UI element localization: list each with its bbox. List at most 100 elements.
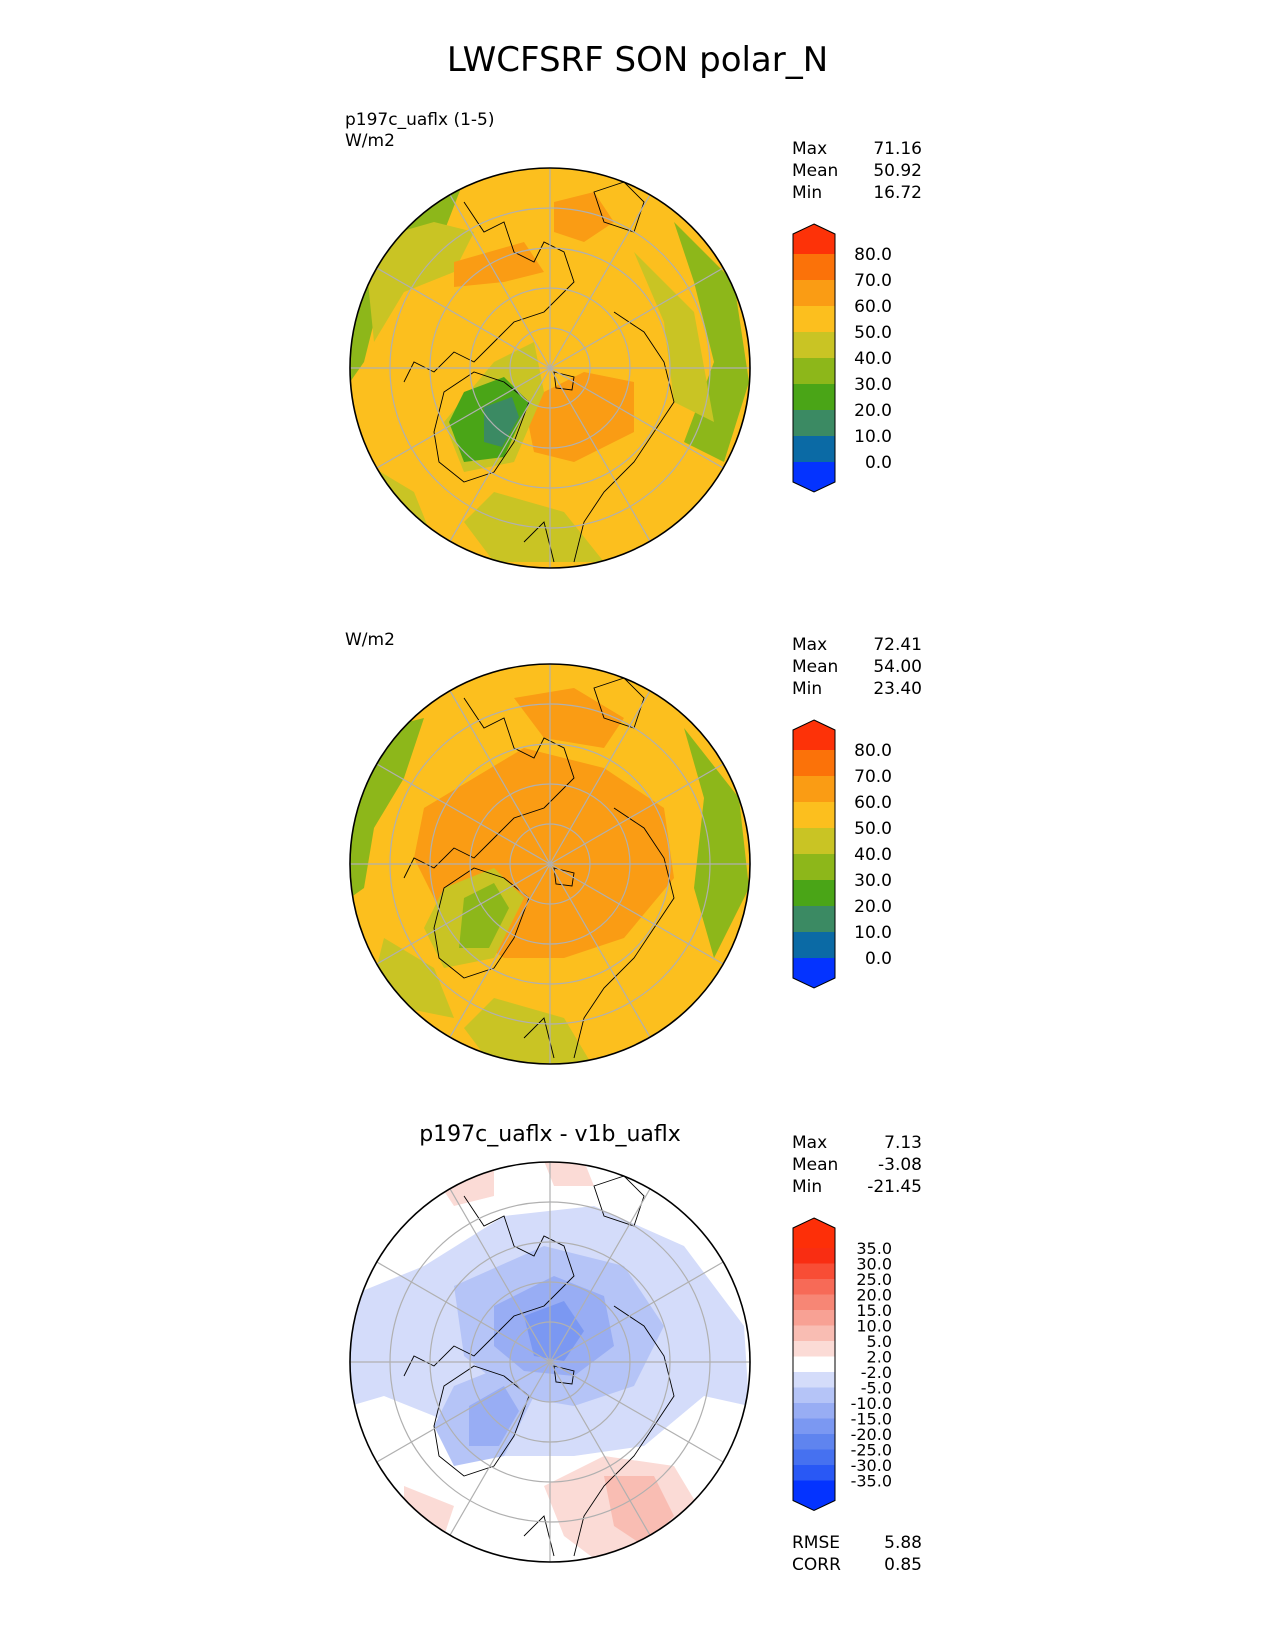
min-label: Min: [792, 1177, 823, 1197]
colorbar-segment: [793, 384, 835, 410]
colorbar-tick-label: 40.0: [854, 845, 892, 865]
colorbar-segment: [793, 932, 835, 958]
min-value: 16.72: [873, 183, 922, 203]
longitude-line: [376, 267, 551, 369]
stats-box: Max 72.41 Mean 54.00 Min 23.40: [792, 634, 922, 700]
colorbar-segment: [793, 1418, 835, 1434]
colorbar-outline: [792, 1217, 836, 1512]
figure-title: LWCFSRF SON polar_N: [446, 40, 829, 80]
colorbar-tick-label: 0.0: [865, 453, 892, 473]
polar-map-difference: [344, 1156, 756, 1568]
coastline: [553, 1365, 575, 1385]
colorbar-segment: [793, 828, 835, 854]
mean-value: -3.08: [878, 1155, 922, 1175]
colorbar-tick-label: 20.0: [854, 897, 892, 917]
mean-label: Mean: [792, 161, 839, 181]
colorbar-tick-label: 50.0: [854, 323, 892, 343]
max-value: 7.13: [884, 1133, 922, 1153]
field-region: [604, 1476, 674, 1546]
colorbar-segment: [793, 802, 835, 828]
longitude-line: [449, 367, 551, 542]
longitude-line: [549, 1361, 651, 1536]
longitude-line: [549, 1361, 724, 1463]
colorbar-segment: [793, 332, 835, 358]
colorbar-tick-label: 20.0: [856, 1286, 892, 1305]
field-region: [554, 192, 614, 242]
colorbar-tick-label: -25.0: [851, 1441, 892, 1460]
longitude-line: [449, 863, 551, 1038]
colorbar-tick-label: 40.0: [854, 349, 892, 369]
field-region: [514, 688, 624, 748]
max-label: Max: [792, 139, 828, 159]
coastline: [573, 807, 675, 1059]
colorbar-segment: [793, 306, 835, 332]
panel-label: W/m2: [345, 630, 395, 651]
coastline: [433, 867, 530, 979]
mean-label: Mean: [792, 657, 839, 677]
colorbar-tick-label: 25.0: [856, 1270, 892, 1289]
colorbar-segment: [793, 1356, 835, 1372]
colorbar-tick-label: 30.0: [854, 375, 892, 395]
colorbar-tick-label: -2.0: [861, 1363, 892, 1382]
colorbar-segment: [793, 776, 835, 802]
colorbar-extend-min: [793, 1480, 835, 1511]
longitude-line: [449, 690, 551, 865]
colorbar-tick-label: 20.0: [854, 401, 892, 421]
max-value: 71.16: [873, 139, 922, 159]
colorbar-tick-label: -20.0: [851, 1425, 892, 1444]
longitude-line: [549, 367, 651, 542]
colorbar-tick-label: 60.0: [854, 793, 892, 813]
coastline: [553, 371, 575, 391]
coastline: [523, 1515, 555, 1557]
colorbar-tick-label: 10.0: [856, 1317, 892, 1336]
colorbar-segment: [793, 1465, 835, 1481]
panel-case-name: p197c_uaflx (1-5): [345, 110, 495, 130]
colorbar-segment: [793, 1372, 835, 1388]
map-boundary: [349, 1161, 751, 1563]
mean-label: Mean: [792, 1155, 839, 1175]
field-region: [454, 242, 544, 287]
colorbar-segment: [793, 1325, 835, 1341]
colorbar-segment: [793, 1387, 835, 1403]
field-region: [484, 397, 519, 447]
panel-units: W/m2: [345, 630, 395, 650]
coastline: [433, 371, 530, 483]
colorbar-tick-label: 70.0: [854, 767, 892, 787]
colorbar-tick-label: 2.0: [867, 1348, 892, 1367]
min-label: Min: [792, 679, 823, 699]
field-region: [634, 252, 714, 422]
coastline: [573, 311, 675, 563]
coastline: [403, 697, 575, 879]
colorbar-tick-label: 30.0: [856, 1255, 892, 1274]
colorbar-segment: [793, 410, 835, 436]
coastline: [403, 201, 575, 383]
colorbar-segment: [793, 1248, 835, 1264]
polar-map-reference: [344, 658, 756, 1070]
coastline: [433, 1365, 530, 1477]
colorbar-segment: [793, 254, 835, 280]
longitude-line: [449, 1361, 551, 1536]
longitude-line: [376, 1361, 551, 1463]
coastline: [553, 867, 575, 887]
colorbar-tick-label: 70.0: [854, 271, 892, 291]
field-region: [364, 222, 474, 342]
longitude-line: [376, 863, 551, 965]
colorbar-outline: [792, 719, 836, 989]
map-boundary: [349, 167, 751, 569]
colorbar-tick-label: -5.0: [861, 1379, 892, 1398]
stats-box: Max 71.16 Mean 50.92 Min 16.72: [792, 138, 922, 204]
colorbar-tick-label: 80.0: [854, 741, 892, 761]
colorbar-tick-label: -15.0: [851, 1410, 892, 1429]
colorbar-tick-label: 50.0: [854, 819, 892, 839]
corr-label: CORR: [792, 1555, 841, 1575]
colorbar-segment: [793, 1263, 835, 1279]
longitude-line: [549, 367, 724, 469]
min-value: 23.40: [873, 679, 922, 699]
colorbar-segment: [793, 1294, 835, 1310]
colorbar-segment: [793, 854, 835, 880]
longitude-line: [549, 863, 724, 965]
polar-map-test: [344, 162, 756, 574]
max-label: Max: [792, 635, 828, 655]
colorbar-tick-label: 0.0: [865, 949, 892, 969]
colorbar-outline: [792, 223, 836, 493]
